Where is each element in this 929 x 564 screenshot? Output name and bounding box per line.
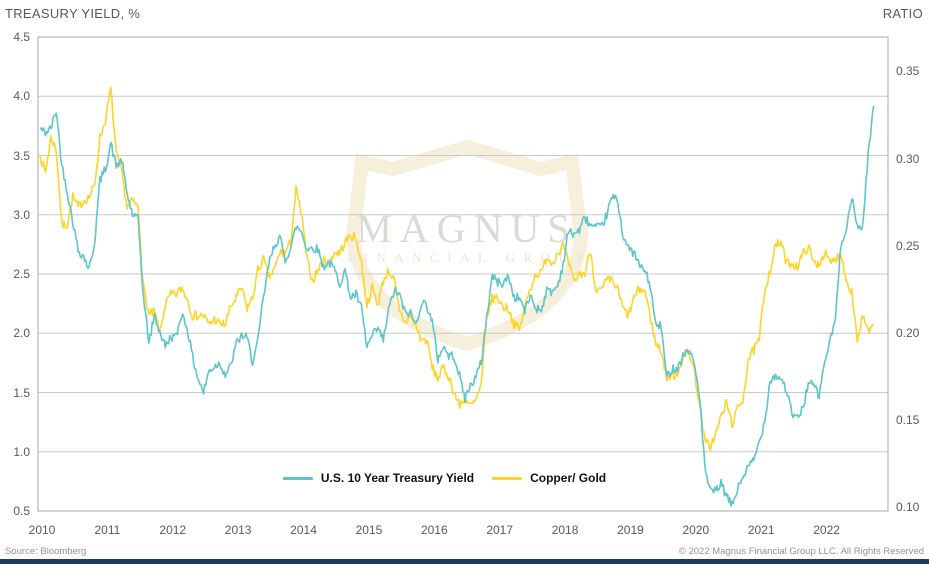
x-axis-tick: 2015 — [355, 523, 383, 537]
left-axis-tick: 3.0 — [13, 207, 30, 222]
legend-item-treasury: U.S. 10 Year Treasury Yield — [282, 471, 475, 485]
x-axis-tick: 2010 — [28, 523, 56, 537]
right-axis-tick: 0.25 — [896, 238, 920, 253]
left-axis-tick: 1.5 — [13, 385, 30, 400]
copyright-label: © 2022 Magnus Financial Group LLC. All R… — [678, 546, 924, 557]
copper-gold-line — [39, 86, 874, 452]
watermark-financial-group-text: FINANCIAL GROUP — [348, 250, 592, 265]
x-axis-tick: 2021 — [747, 523, 775, 537]
x-axis-tick: 2022 — [813, 523, 840, 537]
left-axis-tick: 1.0 — [13, 444, 30, 459]
magnus-watermark: MAGNUS FINANCIAL GROUP — [345, 139, 592, 352]
left-axis-tick: 2.5 — [13, 267, 30, 281]
x-axis-tick: 2018 — [551, 523, 579, 537]
plot-border — [37, 36, 889, 512]
left-axis-title: TREASURY YIELD, % — [5, 6, 141, 21]
bottom-bar — [0, 559, 929, 564]
source-label: Source: Bloomberg — [5, 546, 87, 557]
right-axis-tick: 0.20 — [896, 326, 920, 340]
left-axis-tick: 4.0 — [13, 89, 30, 104]
treasury-line-swatch — [282, 476, 313, 480]
shield-watermark-icon — [345, 139, 589, 352]
x-axis-tick: 2012 — [159, 523, 187, 537]
left-axis-tick: 0.5 — [13, 504, 30, 518]
right-axis-tick: 0.30 — [896, 151, 920, 166]
legend-label-copper-gold: Copper/ Gold — [530, 471, 607, 485]
right-axis-title: RATIO — [882, 6, 923, 21]
x-axis-tick: 2020 — [682, 523, 710, 537]
legend: U.S. 10 Year Treasury Yield Copper/ Gold — [0, 471, 889, 485]
left-axis-tick: 2.0 — [13, 326, 30, 341]
x-axis-tick: 2019 — [617, 523, 644, 537]
left-axis-tick: 4.5 — [13, 30, 30, 44]
x-axis-tick: 2011 — [94, 523, 121, 537]
x-axis-tick: 2013 — [224, 523, 252, 537]
treasury-yield-line — [39, 105, 875, 507]
gridlines — [38, 95, 888, 453]
left-axis-tick: 3.5 — [13, 148, 30, 163]
x-axis-tick: 2017 — [486, 523, 514, 537]
copper-gold-line-swatch — [492, 476, 523, 480]
watermark-magnus-text: MAGNUS — [356, 206, 577, 251]
legend-item-copper-gold: Copper/ Gold — [492, 471, 606, 485]
x-axis-tick: 2014 — [290, 523, 317, 537]
legend-label-treasury: U.S. 10 Year Treasury Yield — [320, 471, 475, 485]
right-axis-tick: 0.15 — [896, 413, 920, 428]
x-axis-tick: 2016 — [420, 523, 448, 537]
right-axis-tick: 0.10 — [896, 500, 920, 515]
right-axis-tick: 0.35 — [896, 64, 920, 79]
series-lines — [39, 86, 875, 507]
